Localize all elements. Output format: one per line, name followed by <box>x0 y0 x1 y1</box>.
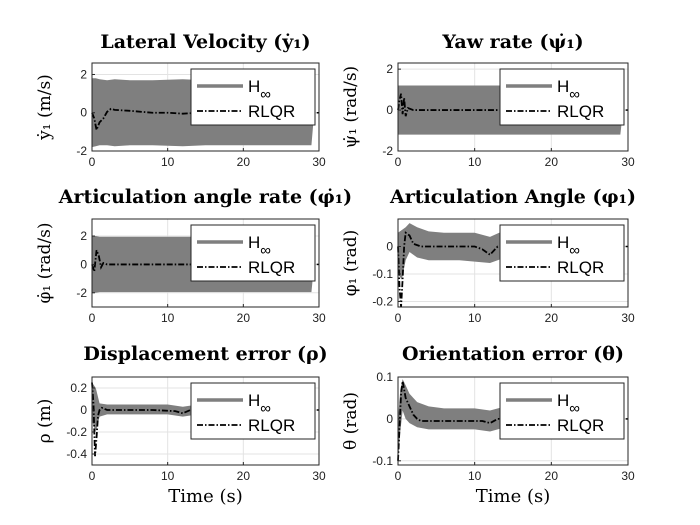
axes-frame <box>91 62 320 152</box>
x-tick-label: 20 <box>237 311 251 325</box>
y-tick-label: 0 <box>386 240 393 254</box>
legend-label: H∞ <box>557 233 580 259</box>
legend-label: RLQR <box>557 416 604 435</box>
legend-box <box>190 224 316 282</box>
x-tick-label: 30 <box>621 155 635 169</box>
y-tick-label: 0 <box>80 106 87 120</box>
axes-frame <box>397 62 629 152</box>
legend: H∞RLQR <box>499 382 625 440</box>
y-tick-label: 0 <box>386 103 393 117</box>
legend-label: RLQR <box>248 102 295 121</box>
y-tick-label: -0.1 <box>372 267 393 281</box>
legend: H∞RLQR <box>499 68 625 126</box>
legend-label: H∞ <box>248 233 271 259</box>
y-tick-label: -0.4 <box>66 447 87 461</box>
y-axis-label: φ̇₁ (rad/s) <box>35 223 55 304</box>
x-tick-label: 0 <box>89 469 96 483</box>
legend-label: H∞ <box>557 77 580 103</box>
legend-box <box>190 68 316 126</box>
y-tick-label: -2 <box>382 144 393 158</box>
axes-frame <box>91 218 320 308</box>
series-line-rlqr <box>91 249 312 272</box>
axes-frame <box>397 218 629 308</box>
x-axis-label: Time (s) <box>476 486 551 507</box>
y-axis-label: θ (rad) <box>341 392 361 450</box>
legend-label: H∞ <box>248 391 271 417</box>
x-tick-label: 10 <box>161 469 175 483</box>
legend-box <box>499 68 625 126</box>
x-tick-label: 0 <box>395 311 402 325</box>
legend-box <box>190 382 316 440</box>
series-line-rlqr <box>91 382 312 457</box>
y-tick-label: -0.1 <box>372 454 393 468</box>
y-tick-label: -2 <box>76 286 87 300</box>
y-tick-label: -0.2 <box>66 425 87 439</box>
x-tick-label: 10 <box>468 155 482 169</box>
chart-title: Articulation Angle (φ₁) <box>389 186 636 208</box>
y-tick-label: 0.1 <box>376 370 393 384</box>
axes-frame <box>91 376 320 466</box>
legend-label: RLQR <box>248 258 295 277</box>
y-axis-label: φ₁ (rad) <box>341 230 361 297</box>
y-tick-label: 2 <box>80 67 87 81</box>
legend: H∞RLQR <box>190 68 316 126</box>
y-axis-label: ψ̇₁ (rad/s) <box>341 66 361 148</box>
y-tick-label: 0 <box>80 257 87 271</box>
legend: H∞RLQR <box>190 224 316 282</box>
y-tick-label: 0 <box>80 403 87 417</box>
y-axis-label: ρ (m) <box>35 399 55 444</box>
legend-label: RLQR <box>557 102 604 121</box>
y-tick-label: 2 <box>386 62 393 76</box>
chart-title: Lateral Velocity (ẏ₁) <box>100 31 310 53</box>
x-tick-label: 20 <box>545 469 559 483</box>
x-tick-label: 30 <box>312 469 326 483</box>
x-tick-label: 0 <box>89 155 96 169</box>
legend-box <box>499 382 625 440</box>
x-tick-label: 30 <box>312 311 326 325</box>
x-tick-label: 20 <box>237 469 251 483</box>
legend: H∞RLQR <box>499 224 625 282</box>
x-tick-label: 0 <box>395 469 402 483</box>
legend-label: RLQR <box>557 258 604 277</box>
legend-label: H∞ <box>557 391 580 417</box>
x-tick-label: 10 <box>161 311 175 325</box>
chart-title: Displacement error (ρ) <box>83 343 327 365</box>
x-tick-label: 20 <box>545 311 559 325</box>
y-tick-label: 0 <box>386 412 393 426</box>
x-tick-label: 0 <box>89 311 96 325</box>
chart-title: Yaw rate (ψ̇₁) <box>441 31 583 53</box>
series-line-rlqr <box>397 93 621 117</box>
legend-box <box>499 224 625 282</box>
legend-label: H∞ <box>248 77 271 103</box>
legend: H∞RLQR <box>190 382 316 440</box>
x-tick-label: 0 <box>395 155 402 169</box>
x-tick-label: 10 <box>161 155 175 169</box>
x-tick-label: 30 <box>621 469 635 483</box>
x-tick-label: 20 <box>237 155 251 169</box>
x-tick-label: 30 <box>312 155 326 169</box>
x-tick-label: 20 <box>545 155 559 169</box>
y-axis-label: ẏ₁ (m/s) <box>35 74 55 141</box>
chart-title: Articulation angle rate (φ̇₁) <box>58 186 352 208</box>
axes-frame <box>397 376 629 466</box>
x-tick-label: 10 <box>468 311 482 325</box>
legend-label: RLQR <box>248 416 295 435</box>
x-axis-label: Time (s) <box>168 486 243 507</box>
x-tick-label: 30 <box>621 311 635 325</box>
series-line-rlqr <box>397 381 621 461</box>
chart-panel-5: 0 10 20 30 0.2 0 -0.2 -0.4 Displacement error (ρ… <box>35 343 328 507</box>
chart-title: Orientation error (θ) <box>402 343 624 365</box>
y-tick-label: -0.2 <box>372 295 393 309</box>
y-tick-label: -2 <box>76 144 87 158</box>
y-tick-label: 0.2 <box>70 381 87 395</box>
chart-panel-4: 0 10 20 30 0 -0.1 -0.2 Articulation Angle (φ₁) φ… <box>341 186 636 325</box>
x-tick-label: 10 <box>468 469 482 483</box>
y-tick-label: 2 <box>80 229 87 243</box>
